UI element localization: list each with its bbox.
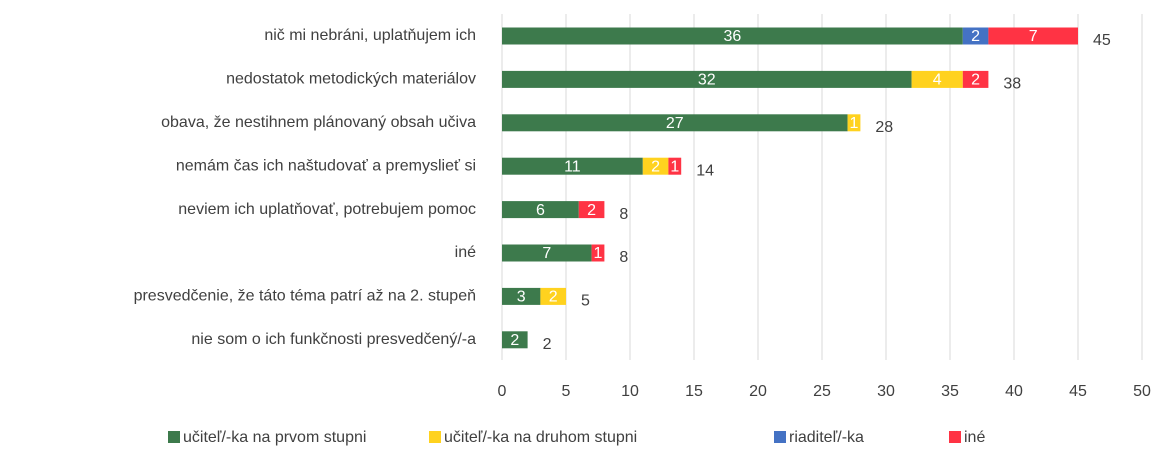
bar-segment [591,244,605,262]
data-label: 1 [594,245,603,262]
data-label: 1 [670,158,679,175]
legend-label: učiteľ/-ka na prvom stupni [183,429,366,446]
bar-segment [502,244,592,262]
bar-segment [668,157,682,175]
data-label: 1 [850,115,859,132]
data-label: 7 [542,245,551,262]
x-tick-label: 20 [749,383,767,400]
legend-swatch [429,431,441,443]
x-tick-label: 10 [621,383,639,400]
data-label: 2 [549,289,558,306]
total-label: 8 [619,249,628,266]
bar-segment [911,70,963,88]
total-label: 14 [696,162,714,179]
data-label: 2 [510,332,519,349]
y-tick-label: nedostatok metodických materiálov [226,71,476,88]
y-tick-label: nemám čas ich naštudovať a premyslieť si [176,157,476,174]
data-label: 2 [971,28,980,45]
bar-segment [502,70,912,88]
legend-swatch [774,431,786,443]
total-label: 8 [619,206,628,223]
total-label: 45 [1093,32,1111,49]
legend-swatch [949,431,961,443]
x-tick-label: 35 [941,383,959,400]
y-tick-label: obava, že nestihnem plánovaný obsah učiv… [161,114,476,131]
bar-segment [502,201,579,219]
legend-label: riaditeľ/-ka [789,429,864,446]
bar-segment [540,287,566,305]
x-tick-label: 5 [562,383,571,400]
data-label: 6 [536,202,545,219]
data-label: 2 [587,202,596,219]
legend-label: iné [964,429,985,446]
x-tick-label: 50 [1133,383,1151,400]
bar-segment [988,27,1078,45]
data-label: 36 [724,28,742,45]
y-tick-label: neviem ich uplatňovať, potrebujem pomoc [178,201,476,218]
total-label: 5 [581,293,590,310]
bar-segment [502,157,643,175]
x-tick-label: 0 [498,383,507,400]
data-label: 27 [666,115,684,132]
x-tick-label: 15 [685,383,703,400]
x-tick-label: 45 [1069,383,1087,400]
x-tick-label: 25 [813,383,831,400]
bar-segment [502,287,541,305]
bar-segment [502,27,963,45]
bar-segment [962,70,989,88]
y-tick-label: nič mi nebráni, uplatňujem ich [264,27,476,44]
data-label: 3 [517,289,526,306]
y-tick-label: presvedčenie, že táto téma patrí až na 2… [134,288,476,305]
legend-label: učiteľ/-ka na druhom stupni [444,429,637,446]
bar-segment [578,201,605,219]
bar-segment [847,114,861,132]
bar-segment [642,157,669,175]
legend-swatch [168,431,180,443]
bar-segment [962,27,989,45]
data-label: 2 [971,72,980,89]
data-label: 4 [933,72,942,89]
x-tick-label: 30 [877,383,895,400]
data-label: 11 [564,158,581,175]
data-label: 32 [698,72,716,89]
data-label: 2 [651,158,660,175]
total-label: 28 [875,119,893,136]
total-label: 2 [543,336,552,353]
bar-segment [502,331,528,349]
bar-segment [502,114,848,132]
data-label: 7 [1029,28,1038,45]
x-tick-label: 40 [1005,383,1023,400]
y-tick-label: nie som o ich funkčnosti presvedčený/-a [191,331,476,348]
total-label: 38 [1003,76,1021,93]
y-tick-label: iné [455,244,476,261]
